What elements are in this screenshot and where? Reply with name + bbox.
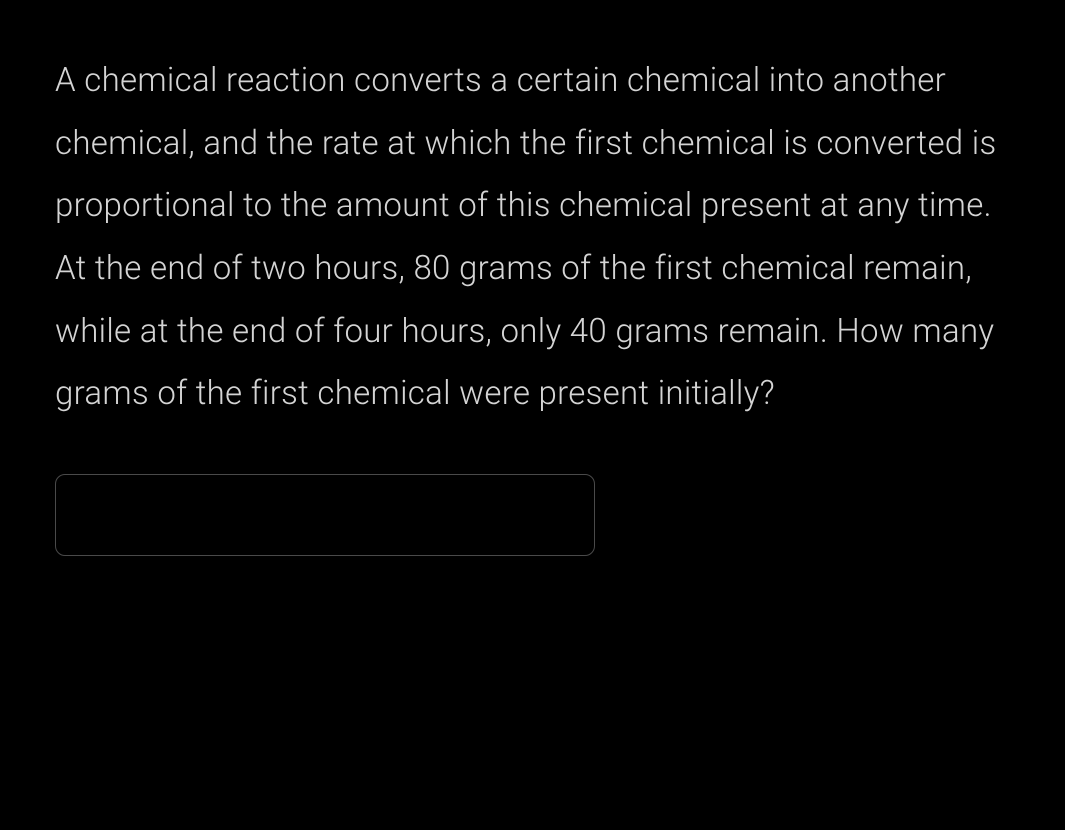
question-text: A chemical reaction converts a certain c… [55,50,1010,426]
answer-input[interactable] [55,474,595,556]
